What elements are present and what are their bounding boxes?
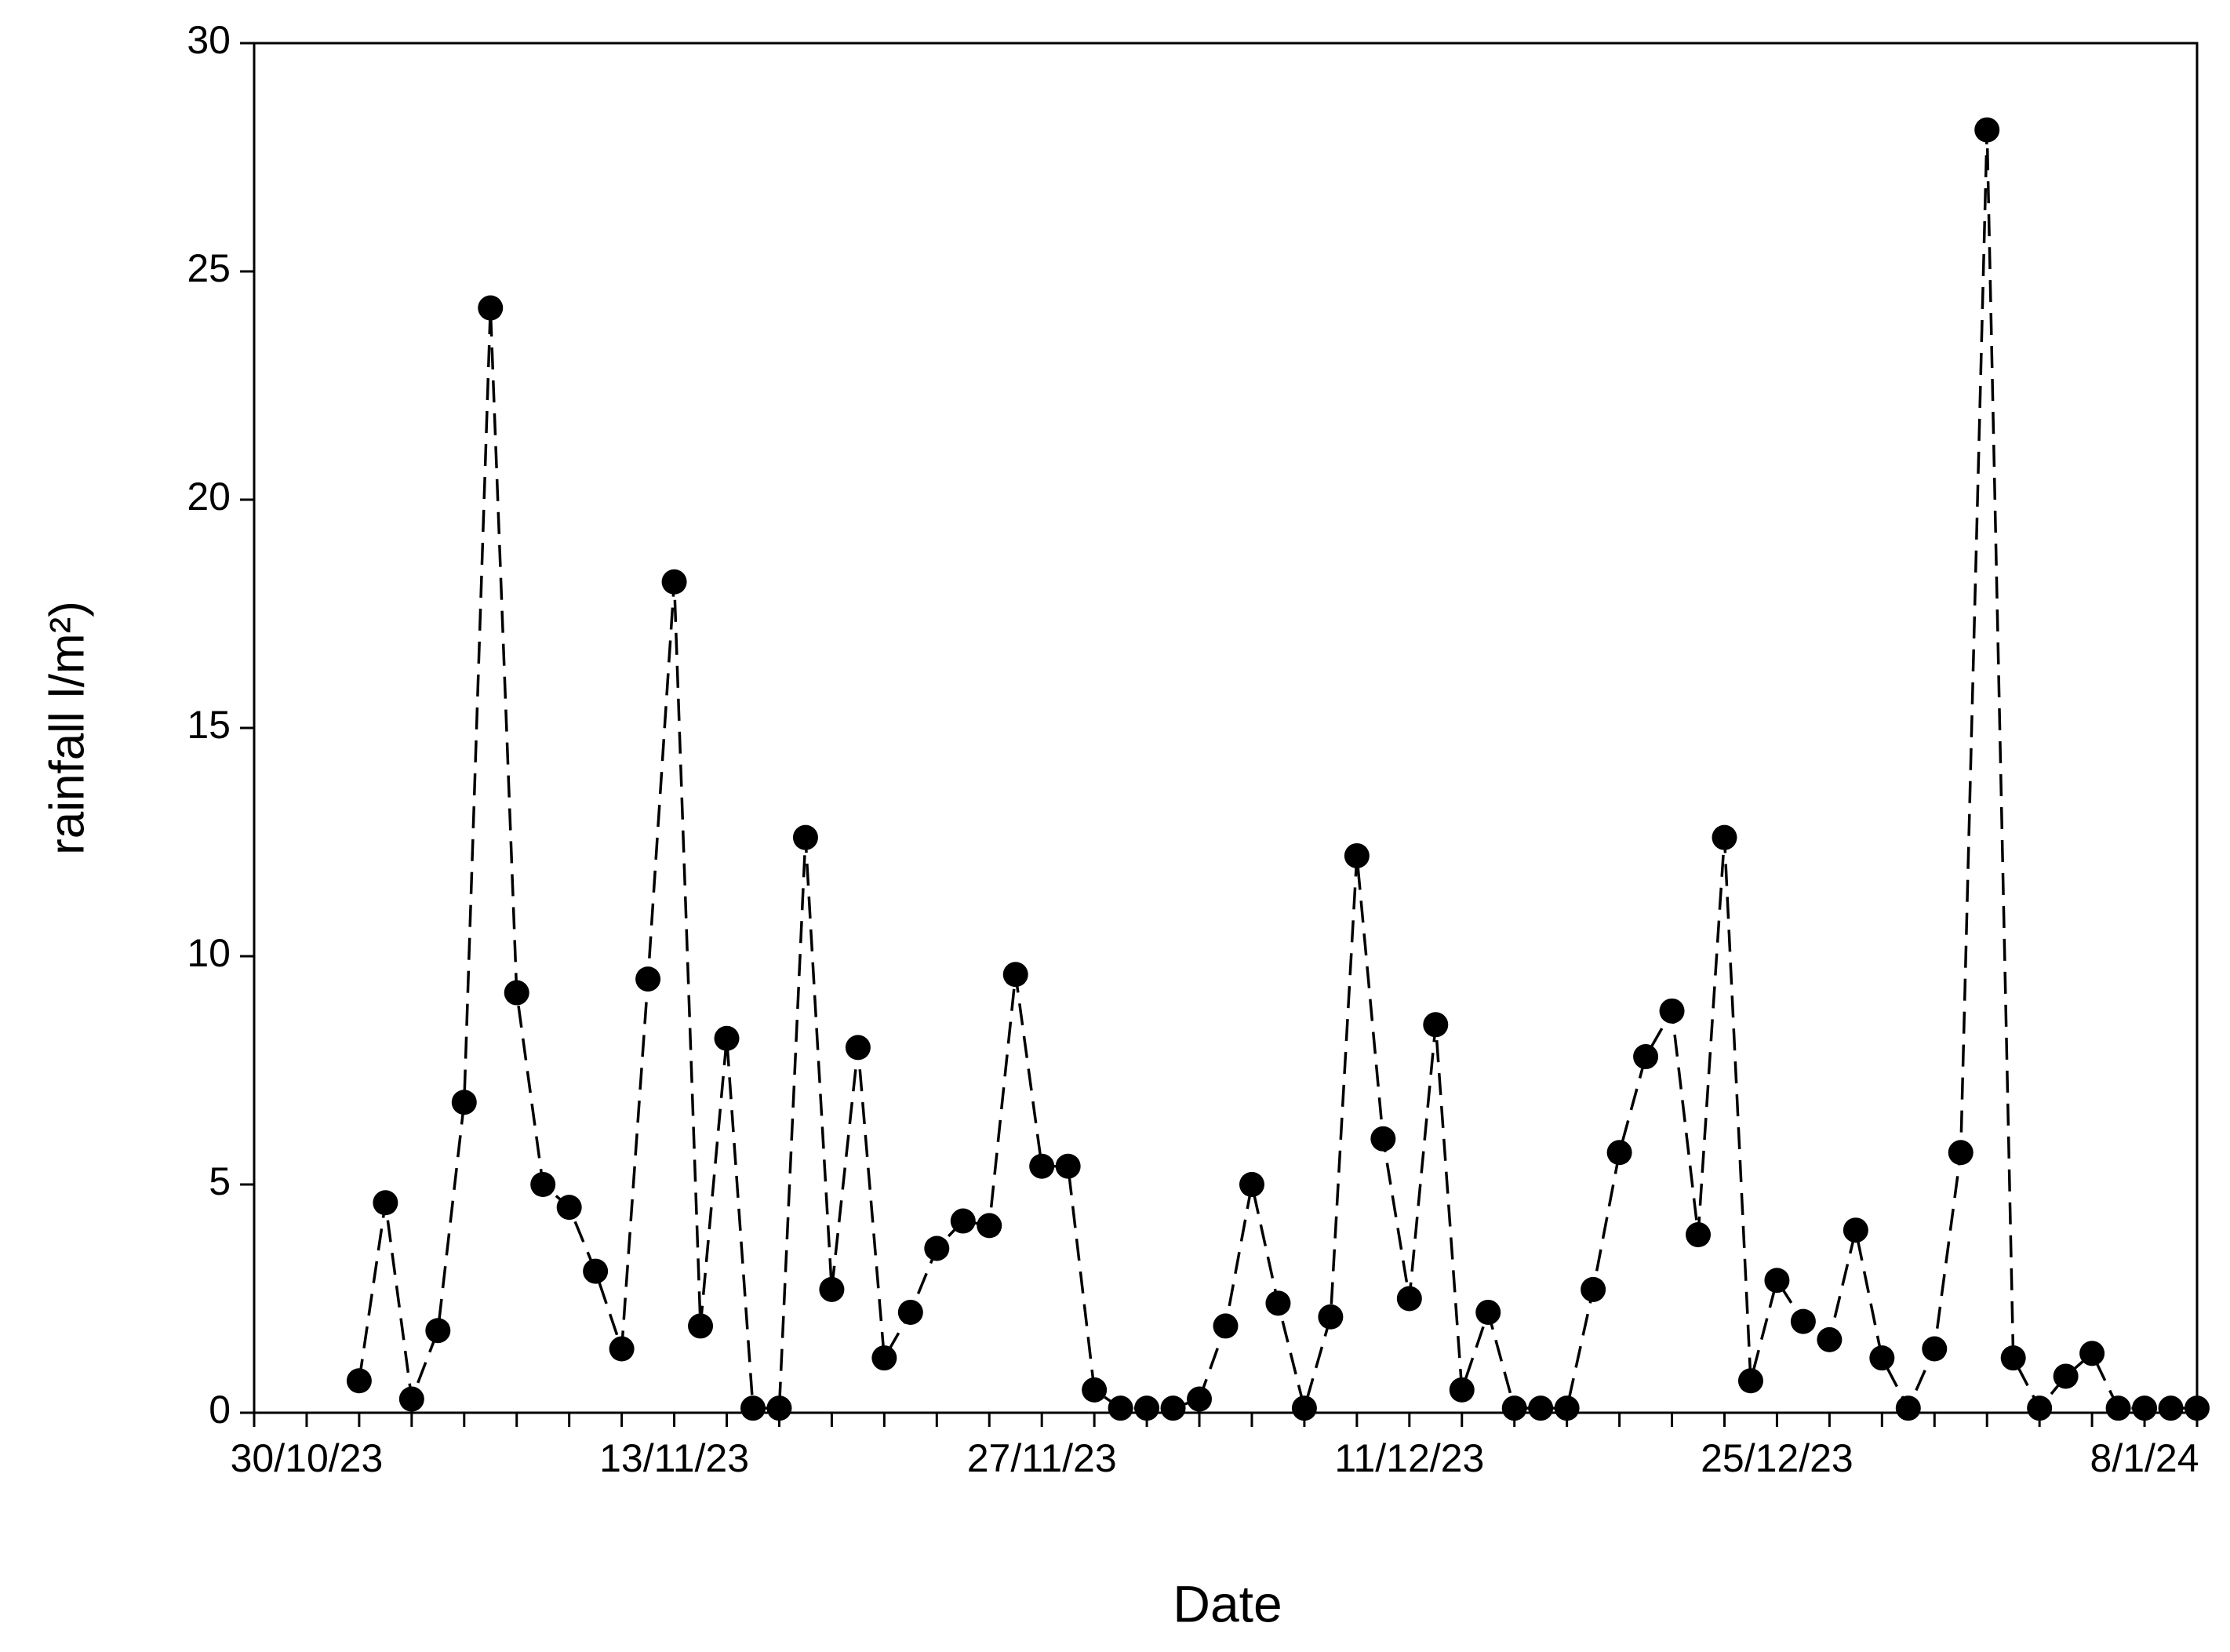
x-tick-label: 25/12/23 xyxy=(1701,1436,1853,1480)
data-point xyxy=(635,966,661,992)
data-point xyxy=(556,1195,582,1221)
y-tick-label: 5 xyxy=(209,1159,231,1203)
x-tick-label: 27/11/23 xyxy=(967,1436,1117,1480)
data-point xyxy=(1082,1377,1108,1403)
y-tick-label: 30 xyxy=(187,18,231,62)
y-axis-title: rainfall l/m²) xyxy=(40,601,94,855)
data-point xyxy=(1239,1172,1264,1197)
data-point xyxy=(2158,1395,2184,1421)
data-point xyxy=(1843,1217,1868,1243)
data-point xyxy=(1344,842,1370,868)
data-point xyxy=(845,1035,871,1061)
x-axis-title: Date xyxy=(1173,1574,1282,1632)
data-point xyxy=(1187,1386,1213,1412)
data-point xyxy=(1895,1395,1921,1421)
data-point xyxy=(1712,824,1737,850)
data-point xyxy=(1291,1395,1317,1421)
data-point xyxy=(1055,1153,1081,1179)
data-point xyxy=(1160,1395,1186,1421)
data-point xyxy=(1370,1126,1396,1152)
data-point xyxy=(792,824,818,850)
data-point xyxy=(766,1395,792,1421)
plot-frame xyxy=(253,42,2199,1414)
data-point xyxy=(2027,1395,2053,1421)
data-point xyxy=(661,569,687,595)
data-point xyxy=(1869,1345,1895,1371)
data-point xyxy=(1449,1377,1475,1403)
x-tick-label: 8/1/24 xyxy=(2090,1436,2199,1480)
data-point xyxy=(425,1318,451,1344)
data-point xyxy=(740,1395,766,1421)
data-point xyxy=(583,1258,609,1284)
data-point xyxy=(1213,1313,1239,1339)
data-point xyxy=(1606,1140,1632,1166)
data-point xyxy=(1554,1395,1580,1421)
data-point xyxy=(1581,1276,1606,1302)
data-point xyxy=(950,1208,976,1234)
data-point xyxy=(1633,1044,1659,1070)
data-point xyxy=(504,980,529,1006)
y-tick-label: 0 xyxy=(209,1388,231,1432)
data-line xyxy=(358,129,2197,1414)
data-point xyxy=(714,1025,740,1051)
data-point xyxy=(871,1345,897,1371)
x-tick-label: 11/12/23 xyxy=(1334,1436,1484,1480)
data-point xyxy=(1501,1395,1527,1421)
data-point xyxy=(1423,1012,1449,1038)
data-point xyxy=(2132,1395,2158,1421)
data-point xyxy=(819,1276,845,1302)
data-point xyxy=(1686,1222,1712,1248)
data-point xyxy=(373,1190,398,1216)
data-point xyxy=(530,1172,556,1197)
data-point xyxy=(2079,1341,2105,1366)
x-tick-label: 13/11/23 xyxy=(599,1436,749,1480)
data-point xyxy=(1396,1286,1422,1312)
data-point xyxy=(2053,1363,2079,1389)
data-point xyxy=(451,1090,477,1115)
data-point xyxy=(2185,1395,2210,1421)
y-tick-label: 10 xyxy=(187,931,231,975)
data-point xyxy=(1659,998,1685,1024)
data-point xyxy=(1108,1395,1133,1421)
x-tick-label: 30/10/23 xyxy=(231,1436,384,1480)
data-point xyxy=(1002,962,1028,988)
data-point xyxy=(1948,1140,1974,1166)
data-point xyxy=(478,295,504,321)
data-point xyxy=(1318,1304,1344,1330)
data-point xyxy=(1764,1268,1790,1294)
data-point xyxy=(1475,1299,1501,1325)
data-point xyxy=(1528,1395,1554,1421)
data-point xyxy=(346,1368,372,1394)
data-point xyxy=(688,1313,714,1339)
data-point xyxy=(977,1213,1002,1239)
data-point xyxy=(609,1336,635,1362)
data-point xyxy=(1817,1326,1843,1352)
data-point xyxy=(897,1299,923,1325)
y-tick-label: 15 xyxy=(187,703,231,747)
data-point xyxy=(2105,1395,2131,1421)
data-point xyxy=(1922,1336,1948,1362)
data-point xyxy=(1029,1153,1055,1179)
data-point xyxy=(1737,1368,1763,1394)
data-point xyxy=(398,1386,424,1412)
y-tick-label: 20 xyxy=(187,475,231,519)
data-point xyxy=(1974,117,2000,143)
data-point xyxy=(1134,1395,1160,1421)
y-tick-label: 25 xyxy=(187,246,231,290)
data-point xyxy=(924,1235,950,1261)
data-point xyxy=(1265,1290,1291,1316)
data-point xyxy=(2000,1345,2026,1371)
data-point xyxy=(1790,1308,1816,1334)
